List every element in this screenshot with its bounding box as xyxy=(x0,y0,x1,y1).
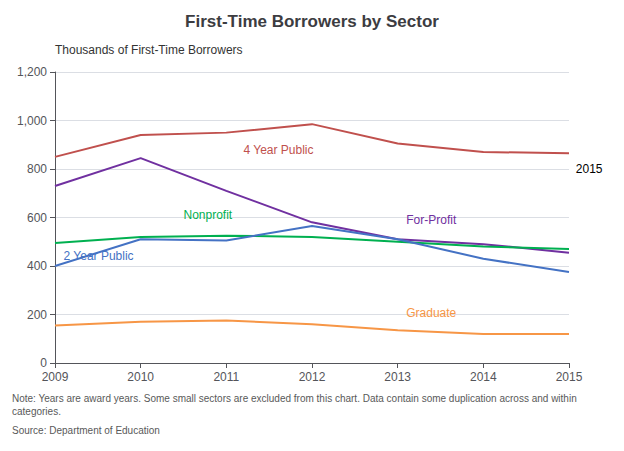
svg-text:First-Time Borrowers by Sector: First-Time Borrowers by Sector xyxy=(185,12,439,31)
svg-text:2013: 2013 xyxy=(384,370,411,384)
svg-text:Note: Years are award years. S: Note: Years are award years. Some small … xyxy=(12,393,580,404)
svg-text:2015: 2015 xyxy=(556,370,583,384)
svg-text:4 Year Public: 4 Year Public xyxy=(243,143,313,157)
svg-text:600: 600 xyxy=(27,211,47,225)
svg-text:1,000: 1,000 xyxy=(17,114,47,128)
svg-text:0: 0 xyxy=(40,356,47,370)
svg-text:2 Year Public: 2 Year Public xyxy=(64,249,134,263)
svg-text:Graduate: Graduate xyxy=(406,306,456,320)
svg-text:Nonprofit: Nonprofit xyxy=(184,208,233,222)
svg-text:1,200: 1,200 xyxy=(17,65,47,79)
svg-text:800: 800 xyxy=(27,162,47,176)
svg-text:2011: 2011 xyxy=(213,370,239,384)
svg-text:400: 400 xyxy=(27,259,47,273)
svg-text:200: 200 xyxy=(27,308,47,322)
svg-text:Thousands of First-Time Borrow: Thousands of First-Time Borrowers xyxy=(55,43,243,57)
svg-text:2014: 2014 xyxy=(470,370,497,384)
svg-text:2012: 2012 xyxy=(299,370,326,384)
svg-text:categories.: categories. xyxy=(12,406,61,417)
svg-text:2015: 2015 xyxy=(576,162,603,176)
svg-text:2009: 2009 xyxy=(42,370,69,384)
svg-text:For-Profit: For-Profit xyxy=(406,213,457,227)
svg-text:Source: Department of Educatio: Source: Department of Education xyxy=(12,425,160,436)
svg-text:2010: 2010 xyxy=(127,370,154,384)
